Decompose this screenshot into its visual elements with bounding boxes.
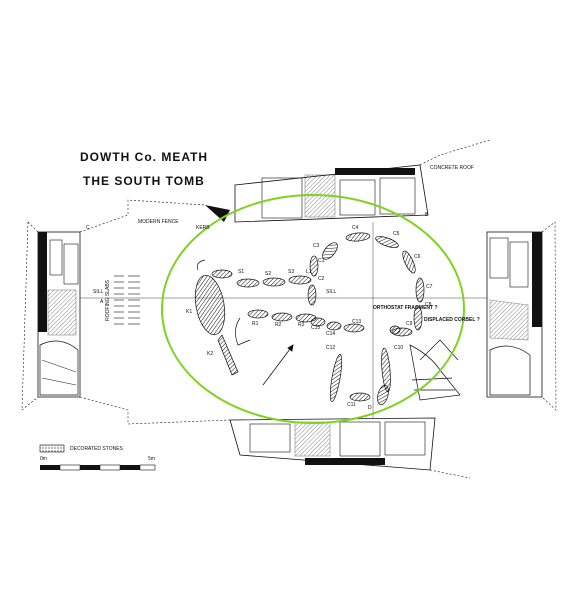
label-c2: C2: [318, 276, 325, 282]
stone-c7: [415, 277, 425, 303]
stone-c12: [329, 354, 343, 402]
label-c12: C12: [326, 345, 336, 351]
stone-r1: [247, 309, 269, 319]
stone-r2: [271, 312, 293, 322]
stone-c6: [402, 250, 416, 274]
highlight-ellipse: [161, 194, 465, 424]
stone-c15: [310, 317, 326, 327]
stone-l1: [288, 275, 312, 285]
label-k2: K2: [207, 351, 214, 357]
stone-c13: [343, 323, 365, 333]
fence-outline: [21, 139, 557, 479]
passage-stones: [194, 232, 425, 406]
title-line-1: DOWTH Co. MEATH: [80, 150, 209, 164]
label-s2: S2: [265, 271, 272, 277]
label-c-left: C: [86, 225, 90, 231]
label-c4: C4: [352, 225, 359, 231]
label-modern-fence: MODERN FENCE: [138, 219, 179, 225]
label-sill-center: SILL: [326, 289, 337, 295]
label-concrete-roof: CONCRETE ROOF: [430, 165, 474, 171]
bottom-elevation: [229, 417, 436, 471]
right-elevation: [486, 231, 543, 398]
label-c9: C9: [406, 321, 413, 327]
stone-c4: [345, 232, 371, 242]
label-c11: C11: [347, 402, 356, 408]
label-sill-left: SILL: [93, 289, 104, 295]
label-scale-end: 5m: [148, 456, 155, 462]
stone-s2: [236, 278, 260, 288]
stone-c3: [322, 242, 338, 260]
stone-c8: [413, 305, 423, 331]
stone-c11: [349, 392, 371, 402]
label-c10: C10: [394, 345, 404, 351]
label-c1: C1: [318, 258, 325, 264]
label-l1: L1: [306, 269, 312, 275]
scale-bar: [39, 444, 156, 471]
label-kerb: KERB: [196, 225, 210, 231]
label-b-top: B: [425, 212, 429, 218]
displaced-corbel-stone: [389, 325, 401, 335]
label-s1: S1: [238, 269, 245, 275]
stone-s3: [262, 277, 286, 287]
label-scale-start: 0m: [40, 456, 47, 462]
label-c3: C3: [313, 243, 320, 249]
label-r2: R2: [275, 322, 282, 328]
label-c5: C5: [393, 231, 400, 237]
title-line-2: THE SOUTH TOMB: [83, 174, 205, 188]
label-orthostat-fragment: ORTHOSTAT FRAGMENT ?: [373, 305, 438, 311]
label-r1: R1: [252, 321, 259, 327]
stone-c5: [375, 236, 399, 248]
label-c13: C13: [352, 319, 362, 325]
stone-s1: [211, 269, 233, 279]
label-c8: C8: [425, 302, 432, 308]
label-r3: R3: [298, 322, 305, 328]
stone-c1: [309, 255, 319, 277]
label-vertical-left: ROOFING SLABS: [105, 280, 111, 321]
stone-k2: [217, 334, 239, 376]
label-s3: S3: [288, 269, 295, 275]
label-decorated-stones: DECORATED STONES: [70, 446, 123, 452]
stone-c14: [326, 321, 342, 331]
label-d: D: [368, 405, 372, 411]
stone-c2: [307, 284, 317, 306]
stone-k1: [194, 275, 226, 335]
left-elevation: [37, 231, 81, 398]
label-c14: C14: [326, 331, 336, 337]
left-ticks: [114, 275, 140, 325]
label-c7: C7: [426, 284, 433, 290]
label-a-left: A: [100, 299, 104, 305]
north-arrow: [262, 344, 294, 386]
label-c15: C15: [311, 325, 321, 331]
label-c6: C6: [414, 254, 421, 260]
label-k1: K1: [186, 309, 193, 315]
label-displaced-corbel: DISPLACED CORBEL ?: [424, 317, 480, 323]
stone-d: [377, 384, 389, 406]
